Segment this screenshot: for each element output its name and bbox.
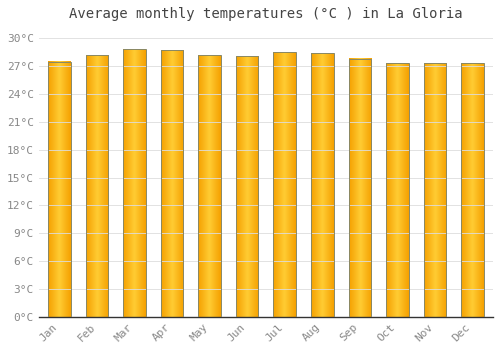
Bar: [48, 62, 70, 317]
Bar: [274, 52, 296, 317]
Bar: [348, 59, 371, 317]
Title: Average monthly temperatures (°C ) in La Gloria: Average monthly temperatures (°C ) in La…: [69, 7, 462, 21]
Bar: [161, 50, 184, 317]
Bar: [311, 53, 334, 317]
Bar: [386, 63, 408, 317]
Bar: [124, 49, 146, 317]
Bar: [86, 55, 108, 317]
Bar: [424, 63, 446, 317]
Bar: [236, 56, 258, 317]
Bar: [461, 63, 483, 317]
Bar: [198, 55, 221, 317]
